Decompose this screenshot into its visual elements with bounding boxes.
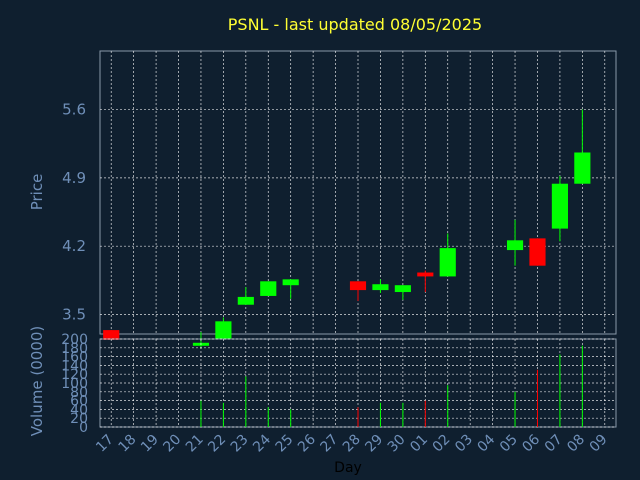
- volume-tick-label: 160: [61, 350, 88, 366]
- candle-body: [215, 321, 232, 339]
- price-tick-label: 3.5: [62, 305, 86, 323]
- volume-tick-label: 180: [61, 341, 88, 357]
- candle-body: [237, 296, 254, 305]
- chart-title: PSNL - last updated 08/05/2025: [228, 15, 482, 34]
- candle-body: [260, 281, 277, 296]
- volume-tick-label: 120: [61, 367, 88, 383]
- candle-body: [103, 330, 120, 340]
- candle-body: [282, 279, 299, 286]
- candle-body: [417, 272, 434, 277]
- volume-tick-label: 60: [70, 394, 88, 410]
- candle-body: [551, 183, 568, 229]
- candle-body: [574, 152, 591, 184]
- candle-body: [394, 285, 411, 293]
- price-axis-label: Price: [28, 174, 46, 211]
- volume-tick-label: 80: [70, 385, 88, 401]
- x-axis-ticks: 1718192021222324252627282930010203040506…: [93, 431, 610, 455]
- candle-body: [349, 281, 367, 291]
- volume-tick-label: 100: [61, 376, 88, 392]
- price-tick-label: 4.2: [62, 237, 86, 255]
- price-tick-label: 4.9: [62, 169, 86, 187]
- volume-tick-label: 40: [70, 402, 88, 418]
- candle-body: [529, 238, 546, 266]
- candle-body: [372, 284, 389, 291]
- price-panel: 3.5 4.2 4.9 5.6: [62, 50, 617, 349]
- volume-tick-label: 140: [61, 358, 88, 374]
- volume-tick-label: 200: [61, 332, 88, 348]
- volume-tick-label: 20: [70, 411, 88, 427]
- x-axis-label: Day: [334, 460, 362, 476]
- volume-tick-label: 0: [79, 420, 88, 436]
- price-tick-label: 5.6: [62, 101, 86, 119]
- volume-axis-label: Volume (0000): [28, 326, 46, 436]
- candle-body: [506, 240, 524, 251]
- candle-body: [439, 248, 456, 277]
